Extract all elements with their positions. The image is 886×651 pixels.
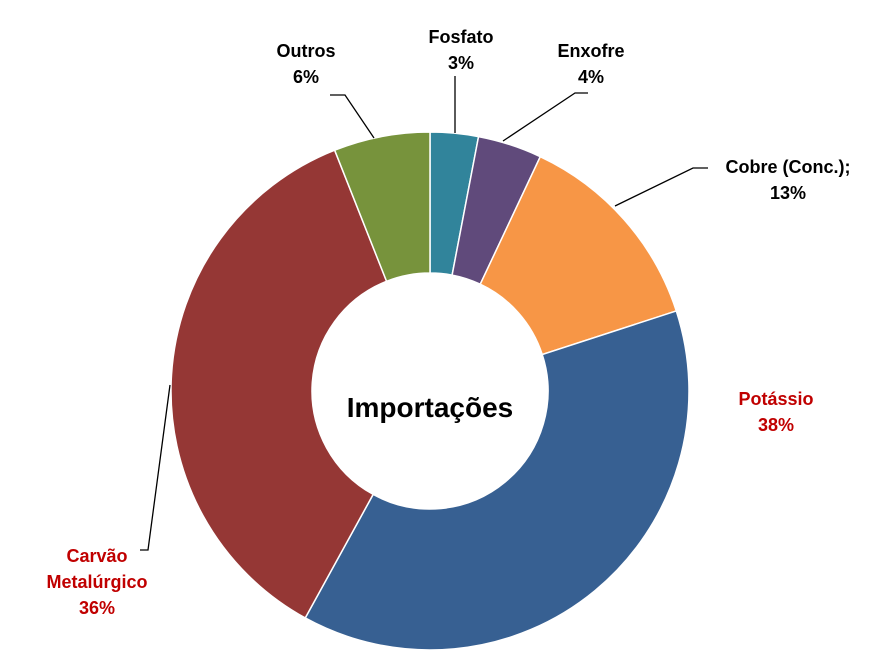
- value-label: 38%: [757, 415, 795, 435]
- data-label: Fosfato 3%: [401, 24, 521, 76]
- data-label: Potássio 38%: [716, 386, 836, 438]
- slice: [304, 310, 690, 651]
- category-label: Enxofre: [557, 41, 625, 61]
- center-label: Importações: [346, 392, 514, 423]
- data-label: Enxofre 4%: [531, 38, 651, 90]
- data-label: Carvão Metalúrgico 36%: [22, 543, 172, 621]
- value-label: 4%: [577, 67, 604, 87]
- category-label: Carvão Metalúrgico: [46, 546, 148, 592]
- leader-line: [502, 92, 588, 142]
- leader-line: [614, 167, 708, 207]
- category-label: Fosfato: [428, 27, 494, 47]
- value-label: 6%: [292, 67, 319, 87]
- value-label: 3%: [447, 53, 474, 73]
- slice: [333, 131, 431, 283]
- data-label: Outros 6%: [246, 38, 366, 90]
- slice: [479, 155, 678, 356]
- category-label: Potássio: [738, 389, 814, 409]
- leader-line: [140, 384, 171, 551]
- slices: [170, 131, 690, 651]
- category-label: Outros: [276, 41, 336, 61]
- category-label: Cobre (Conc.);: [725, 157, 851, 177]
- slice: [170, 149, 388, 619]
- value-label: 13%: [769, 183, 807, 203]
- data-label: Cobre (Conc.); 13%: [703, 154, 873, 206]
- leader-line: [330, 94, 375, 139]
- value-label: 36%: [78, 598, 116, 618]
